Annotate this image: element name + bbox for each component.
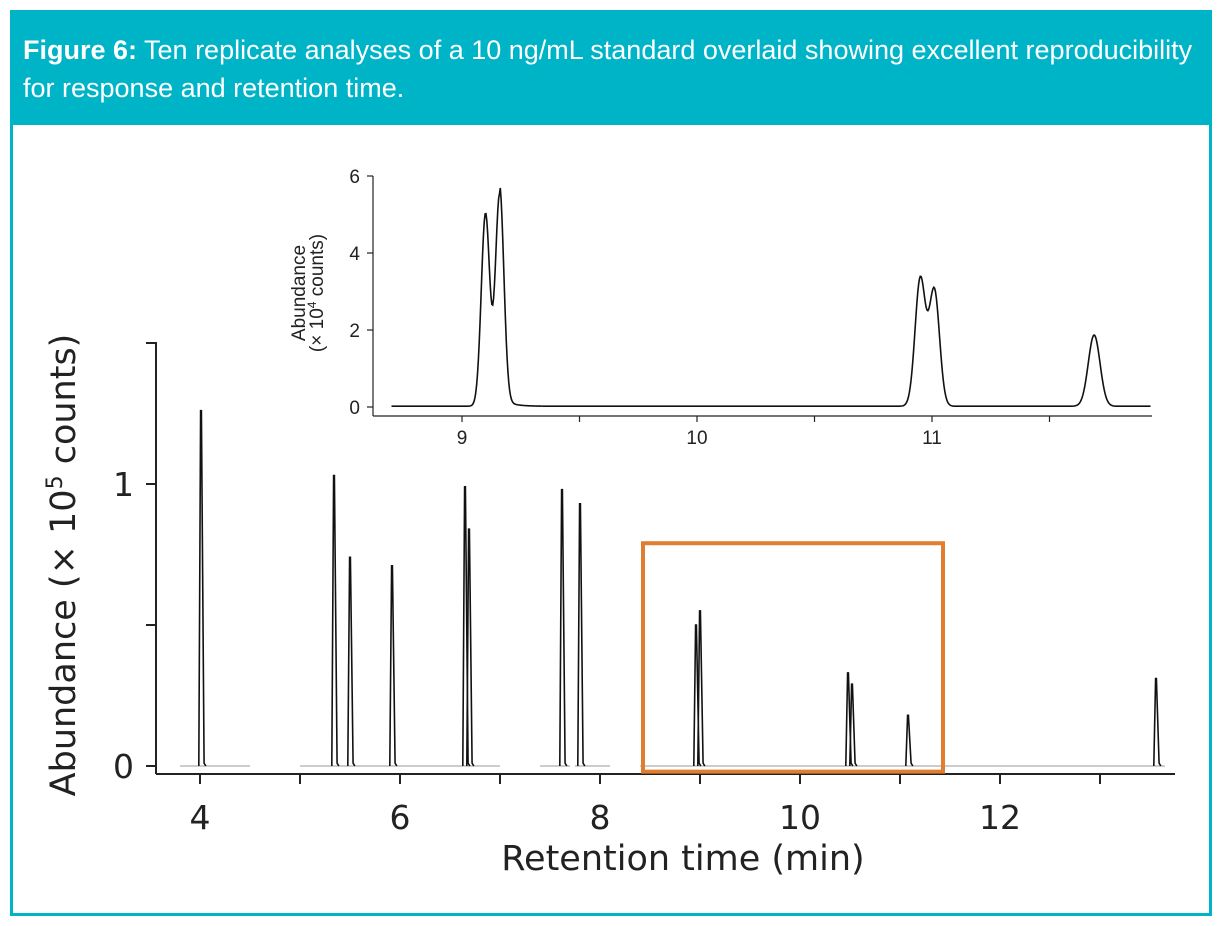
inset-y-tick-label: 6: [349, 167, 360, 188]
inset-ticks: 9 10 11 0 2 4 6: [349, 167, 1051, 449]
main-peak: [347, 556, 356, 767]
main-peaks: [180, 409, 1165, 767]
inset-y-axis-exponent: 4: [305, 301, 319, 308]
main-y-axis-label: Abundance (× 105 counts): [43, 334, 84, 797]
main-peak: [1153, 677, 1162, 767]
main-ticks: 4 6 8 10 12 0 1: [113, 342, 1101, 837]
inset-x-tick-label: 10: [686, 428, 707, 449]
inset-y-axis-label: Abundance: [289, 245, 310, 341]
main-peak: [693, 624, 702, 767]
main-peak: [849, 683, 858, 767]
figure-label: Figure 6:: [23, 35, 138, 65]
main-peak: [577, 502, 586, 767]
main-y-axis-exponent: 5: [43, 475, 68, 489]
inset-peaks: [391, 187, 1151, 408]
main-peak: [559, 488, 568, 767]
main-x-axis-label: Retention time (min): [501, 839, 864, 879]
inset-y-tick-label: 0: [349, 398, 360, 419]
main-x-tick-label: 6: [390, 798, 411, 837]
main-peak: [845, 672, 854, 767]
main-peak: [466, 528, 475, 767]
figure-frame: Figure 6: Ten replicate analyses of a 10…: [10, 10, 1212, 916]
inset-chart: 9 10 11 0 2 4 6 Abundance (× 104 counts): [289, 167, 1152, 449]
main-peak: [389, 564, 398, 767]
main-chart: 4 6 8 10 12 0 1 Retention time (min) Abundance…: [43, 334, 1175, 879]
main-y-tick-label: 0: [113, 747, 134, 786]
inset-trace: [391, 187, 1151, 408]
inset-x-tick-label: 9: [457, 428, 468, 449]
main-peak: [331, 474, 340, 767]
inset-y-tick-label: 2: [349, 321, 360, 342]
main-peak: [905, 714, 914, 767]
main-y-tick-label: 1: [113, 465, 134, 504]
figure-caption-text: Ten replicate analyses of a 10 ng/mL sta…: [23, 35, 1193, 103]
main-peak: [462, 486, 471, 767]
inset-y-tick-label: 4: [349, 244, 360, 265]
inset-y-axis-label-units: (× 104 counts): [305, 234, 328, 352]
main-peak: [198, 409, 207, 767]
figure-caption: Figure 6: Ten replicate analyses of a 10…: [13, 13, 1209, 125]
main-peak: [697, 610, 706, 767]
inset-x-tick-label: 11: [922, 428, 942, 449]
main-x-tick-label: 8: [590, 798, 611, 837]
main-x-tick-label: 12: [979, 798, 1021, 837]
main-x-tick-label: 4: [190, 798, 211, 837]
highlight-box: [641, 541, 945, 774]
main-x-tick-label: 10: [779, 798, 821, 837]
